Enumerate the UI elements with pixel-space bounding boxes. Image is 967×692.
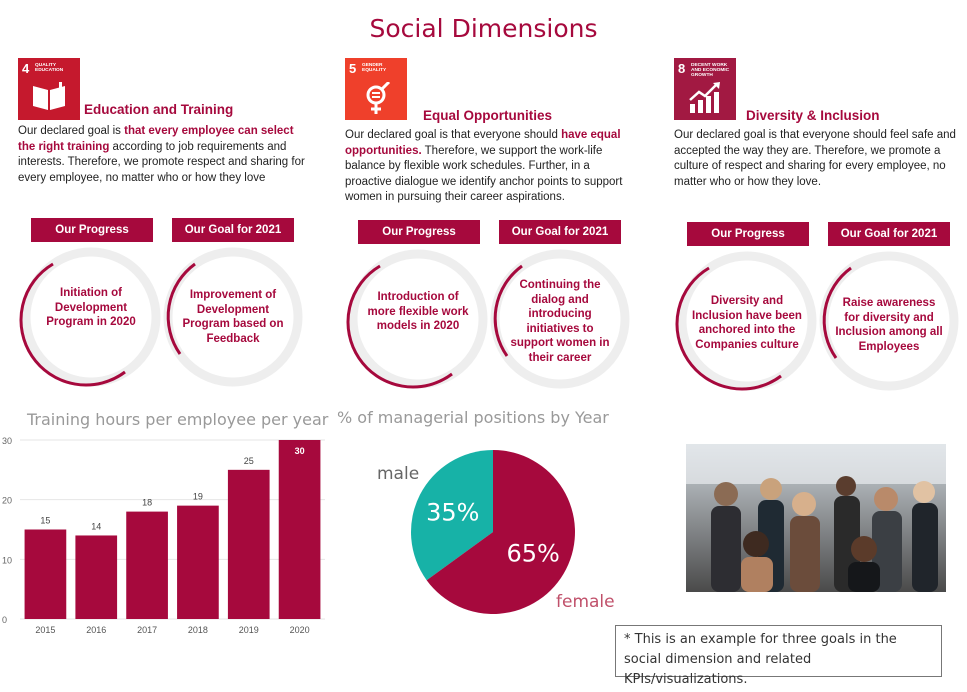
pie-legend-male: male (377, 464, 419, 484)
bar-value-label: 30 (295, 446, 305, 456)
column-title: Equal Opportunities (423, 108, 553, 123)
bar-value-label: 14 (91, 521, 101, 531)
goal-text: Raise awareness for diversity and Inclus… (835, 297, 943, 353)
progress-text: Diversity and Inclusion have been anchor… (692, 295, 802, 351)
column-description: Our declared goal is that everyone shoul… (345, 129, 623, 203)
goal-ring (490, 249, 630, 389)
y-tick-label: 20 (2, 496, 12, 506)
bar-value-label: 15 (40, 516, 50, 526)
bar (177, 505, 219, 619)
bar-value-label: 18 (142, 498, 152, 508)
goal-label: Our Goal for 2021 (499, 220, 621, 244)
bar (278, 440, 321, 619)
sdg-number: 8 (678, 61, 686, 76)
column-description: Our declared goal is that every employee… (18, 125, 305, 184)
bar (227, 469, 270, 619)
bar (75, 535, 118, 619)
goal-text: Continuing the dialog and introducing in… (510, 279, 610, 364)
progress-ring (346, 249, 488, 389)
y-tick-label: 10 (2, 555, 12, 565)
goal-ring (163, 247, 303, 387)
y-tick-label: 0 (2, 615, 7, 625)
pie-percent-label: 65% (507, 539, 560, 567)
training-hours-bar-chart: 0 10 20 30 15 2015 14 2016 18 2017 19 2018 25 2019 30 2… (2, 436, 325, 635)
bar (126, 511, 168, 619)
sdg-label: QUALITY EDUCATION (35, 63, 64, 74)
pie-slice-male (411, 450, 493, 581)
column-title: Education and Training (84, 102, 234, 117)
progress-ring (675, 251, 817, 391)
bar (24, 529, 67, 619)
pie-percent-label: 35% (426, 499, 479, 527)
progress-ring (19, 247, 161, 387)
sdg-8-badge: 8 DECENT WORK AND ECONOMIC GROWTH (674, 58, 736, 120)
x-tick-label: 2017 (137, 625, 157, 635)
pie-chart-title: % of managerial positions by Year (337, 408, 609, 427)
progress-label: Our Progress (687, 222, 809, 246)
column-description: Our declared goal is that everyone shoul… (674, 129, 956, 188)
goal-ring (819, 251, 959, 391)
progress-text: Initiation of Development Program in 202… (46, 287, 136, 328)
people-networking-photo (686, 444, 946, 592)
x-tick-label: 2018 (188, 625, 208, 635)
sdg-label: GENDER EQUALITY (362, 63, 387, 74)
goal-label: Our Goal for 2021 (828, 222, 950, 246)
bar-chart-title: Training hours per employee per year (27, 410, 329, 429)
bar-value-label: 25 (244, 456, 254, 466)
sdg-5-badge: 5 GENDER EQUALITY (345, 58, 407, 120)
column-title: Diversity & Inclusion (746, 108, 880, 123)
bar-value-label: 19 (193, 492, 203, 502)
pie-slice-female (426, 450, 575, 614)
x-tick-label: 2020 (290, 625, 310, 635)
goal-text: Improvement of Development Program based… (182, 289, 284, 345)
x-tick-label: 2015 (35, 625, 55, 635)
sdg-4-badge: 4 QUALITY EDUCATION (18, 58, 80, 120)
progress-text: Introduction of more flexible work model… (367, 291, 469, 332)
progress-label: Our Progress (31, 218, 153, 242)
x-tick-label: 2019 (239, 625, 259, 635)
y-tick-label: 30 (2, 436, 12, 446)
page-title: Social Dimensions (369, 14, 598, 43)
managerial-positions-pie-chart: 65% 35% male female (377, 450, 615, 614)
footnote: * This is an example for three goals in … (615, 625, 942, 687)
goal-label: Our Goal for 2021 (172, 218, 294, 242)
pie-legend-female: female (556, 592, 615, 612)
sdg-number: 5 (349, 61, 357, 76)
x-tick-label: 2016 (86, 625, 106, 635)
sdg-label: DECENT WORK AND ECONOMIC GROWTH (691, 63, 730, 79)
sdg-number: 4 (22, 61, 30, 76)
progress-label: Our Progress (358, 220, 480, 244)
